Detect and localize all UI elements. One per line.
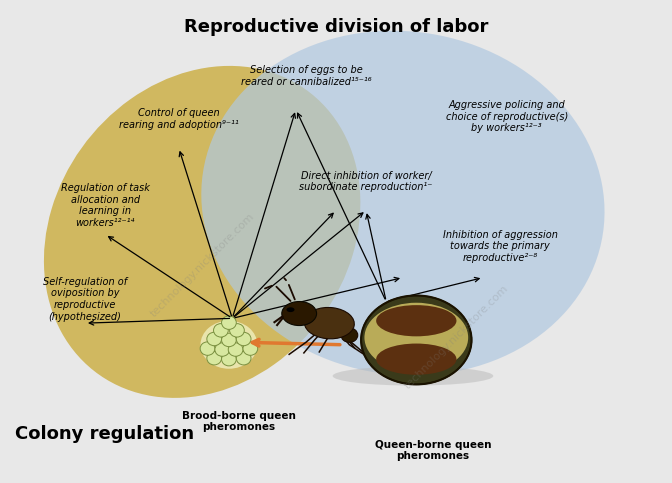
Ellipse shape (214, 324, 228, 337)
Ellipse shape (228, 343, 243, 356)
Ellipse shape (376, 343, 456, 375)
Ellipse shape (237, 332, 251, 346)
Text: Colony regulation: Colony regulation (15, 425, 194, 442)
Text: Inhibition of aggression
towards the primary
reproductive²⁻⁸: Inhibition of aggression towards the pri… (443, 230, 557, 263)
Ellipse shape (341, 328, 358, 342)
Text: Selection of eggs to be
reared or cannibalized¹⁵⁻¹⁶: Selection of eggs to be reared or cannib… (241, 65, 371, 86)
Ellipse shape (361, 296, 472, 384)
Ellipse shape (364, 303, 468, 372)
Ellipse shape (230, 324, 245, 337)
Text: Brood-borne queen
pheromones: Brood-borne queen pheromones (182, 411, 296, 432)
Ellipse shape (304, 308, 354, 339)
Ellipse shape (333, 367, 493, 385)
Text: Queen-borne queen
pheromones: Queen-borne queen pheromones (375, 440, 491, 461)
Ellipse shape (207, 332, 222, 346)
Ellipse shape (243, 342, 257, 355)
Text: Control of queen
rearing and adoption⁹⁻¹¹: Control of queen rearing and adoption⁹⁻¹… (119, 108, 239, 130)
Text: Reproductive division of labor: Reproductive division of labor (184, 18, 488, 36)
Ellipse shape (202, 31, 605, 375)
Ellipse shape (44, 66, 360, 398)
Ellipse shape (282, 301, 317, 326)
Ellipse shape (376, 305, 456, 336)
Text: Direct inhibition of worker/
subordinate reproduction¹⁻: Direct inhibition of worker/ subordinate… (300, 170, 433, 192)
Ellipse shape (215, 343, 230, 356)
Ellipse shape (222, 316, 237, 329)
Text: Self-regulation of
oviposition by
reproductive
(hypothesized): Self-regulation of oviposition by reprod… (43, 277, 127, 322)
Ellipse shape (200, 321, 257, 369)
Text: technology.nickstore.com: technology.nickstore.com (149, 212, 256, 319)
Text: Aggressive policing and
choice of reproductive(s)
by workers¹²⁻³: Aggressive policing and choice of reprod… (446, 100, 568, 133)
Text: technology.nickstore.com: technology.nickstore.com (403, 284, 510, 391)
Text: Regulation of task
allocation and
learning in
workers¹²⁻¹⁴: Regulation of task allocation and learni… (60, 183, 150, 228)
Ellipse shape (286, 307, 294, 312)
Ellipse shape (222, 353, 237, 366)
Ellipse shape (222, 333, 237, 347)
Ellipse shape (237, 352, 251, 365)
Ellipse shape (200, 342, 215, 355)
Ellipse shape (207, 352, 222, 365)
